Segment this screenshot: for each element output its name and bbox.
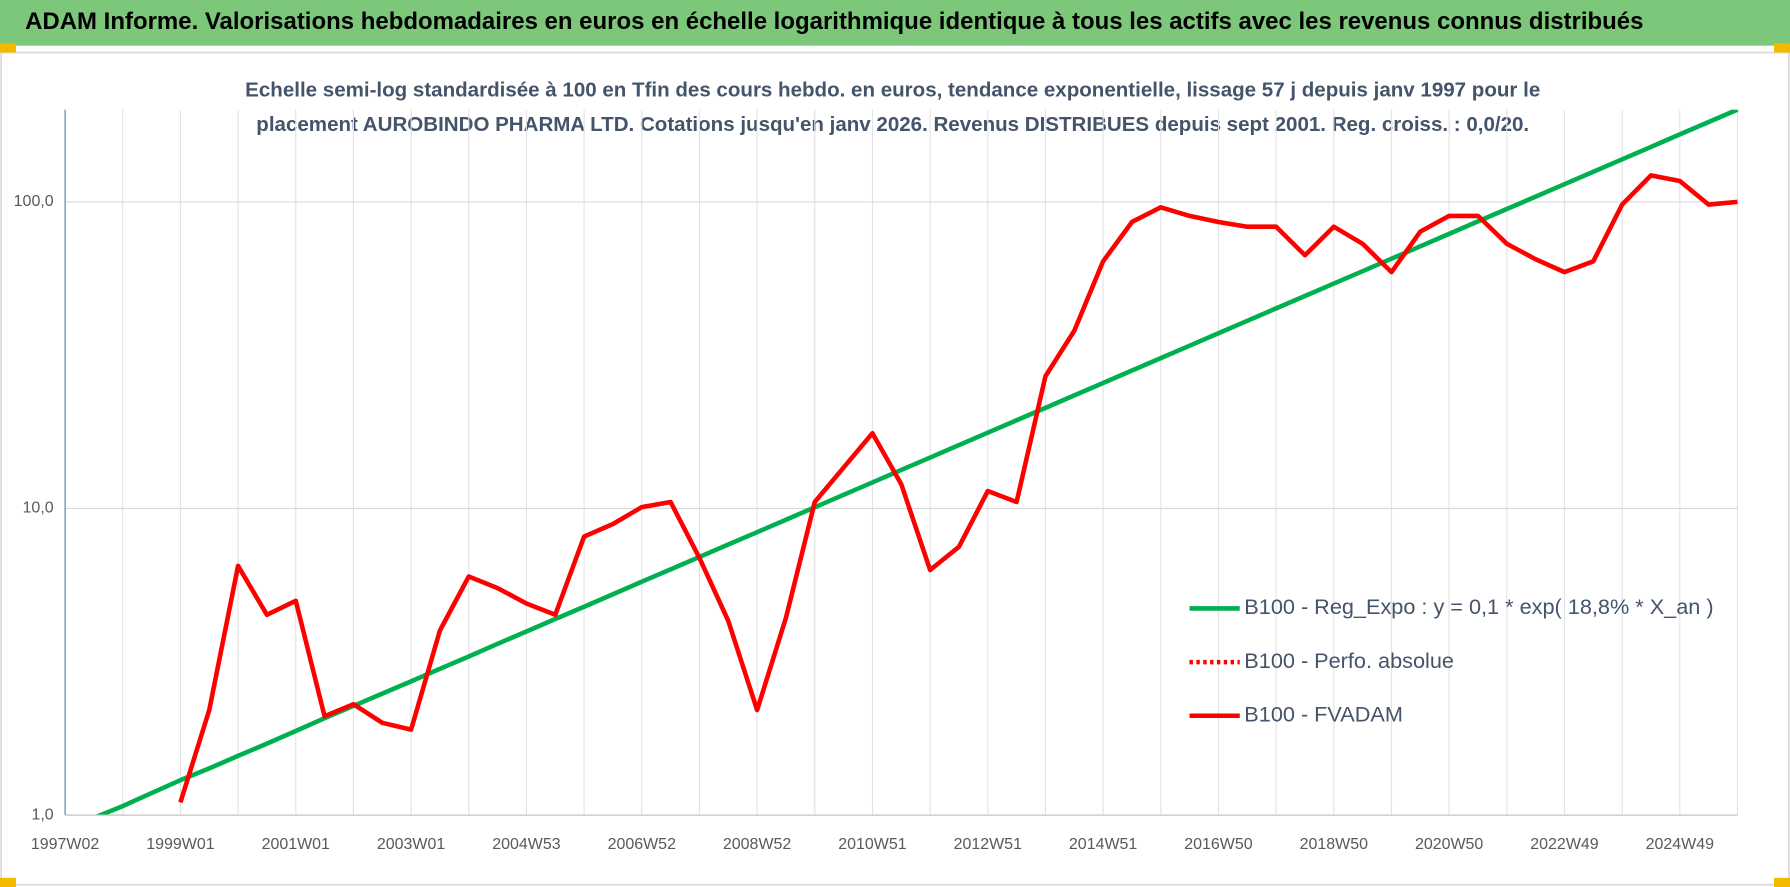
x-tick-label: 1997W02: [31, 836, 99, 853]
x-tick-label: 2018W50: [1300, 836, 1368, 853]
legend-label: B100 - Reg_Expo : y = 0,1 * exp( 18,8% *…: [1244, 594, 1713, 619]
plot-area: [94, 109, 1739, 816]
x-tick-label: 1999W01: [146, 836, 214, 853]
x-tick-label: 2012W51: [954, 836, 1022, 853]
legend-label: B100 - Perfo. absolue: [1244, 648, 1454, 673]
x-tick-label: 2014W51: [1069, 836, 1137, 853]
x-tick-label: 2022W49: [1530, 836, 1598, 853]
y-tick-label: 100,0: [14, 193, 54, 210]
x-tick-label: 2008W52: [723, 836, 791, 853]
x-tick-label: 2003W01: [377, 836, 445, 853]
corner-marker: [1774, 877, 1790, 887]
data-line: [178, 173, 1738, 804]
x-tick-label: 2001W01: [262, 836, 330, 853]
x-tick-label: 2004W53: [492, 836, 560, 853]
x-tick-label: 2020W50: [1415, 836, 1483, 853]
y-tick-label: 10,0: [23, 500, 54, 517]
x-tick-label: 2010W51: [838, 836, 906, 853]
legend: B100 - Reg_Expo : y = 0,1 * exp( 18,8% *…: [1189, 594, 1714, 726]
x-tick-label: 2006W52: [608, 836, 676, 853]
corner-marker: [0, 43, 16, 53]
chart-subtitle: Echelle semi-log standardisée à 100 en T…: [245, 79, 1540, 102]
legend-label: B100 - FVADAM: [1244, 701, 1403, 726]
y-tick-label: 1,0: [31, 806, 53, 823]
chart-subtitle: placement AUROBINDO PHARMA LTD. Cotation…: [256, 113, 1529, 136]
x-tick-label: 2024W49: [1646, 836, 1714, 853]
title-banner: [0, 0, 1790, 46]
x-tick-label: 2016W50: [1184, 836, 1252, 853]
chart-border: [0, 51, 1790, 886]
axes: 1,0 10,0 100,0 1997W02 1999W01 2001W01 2003W01…: [14, 109, 1738, 853]
corner-marker: [1774, 43, 1790, 53]
corner-marker: [0, 877, 16, 887]
chart-title: ADAM Informe. Valorisations hebdomadaire…: [25, 8, 1643, 35]
